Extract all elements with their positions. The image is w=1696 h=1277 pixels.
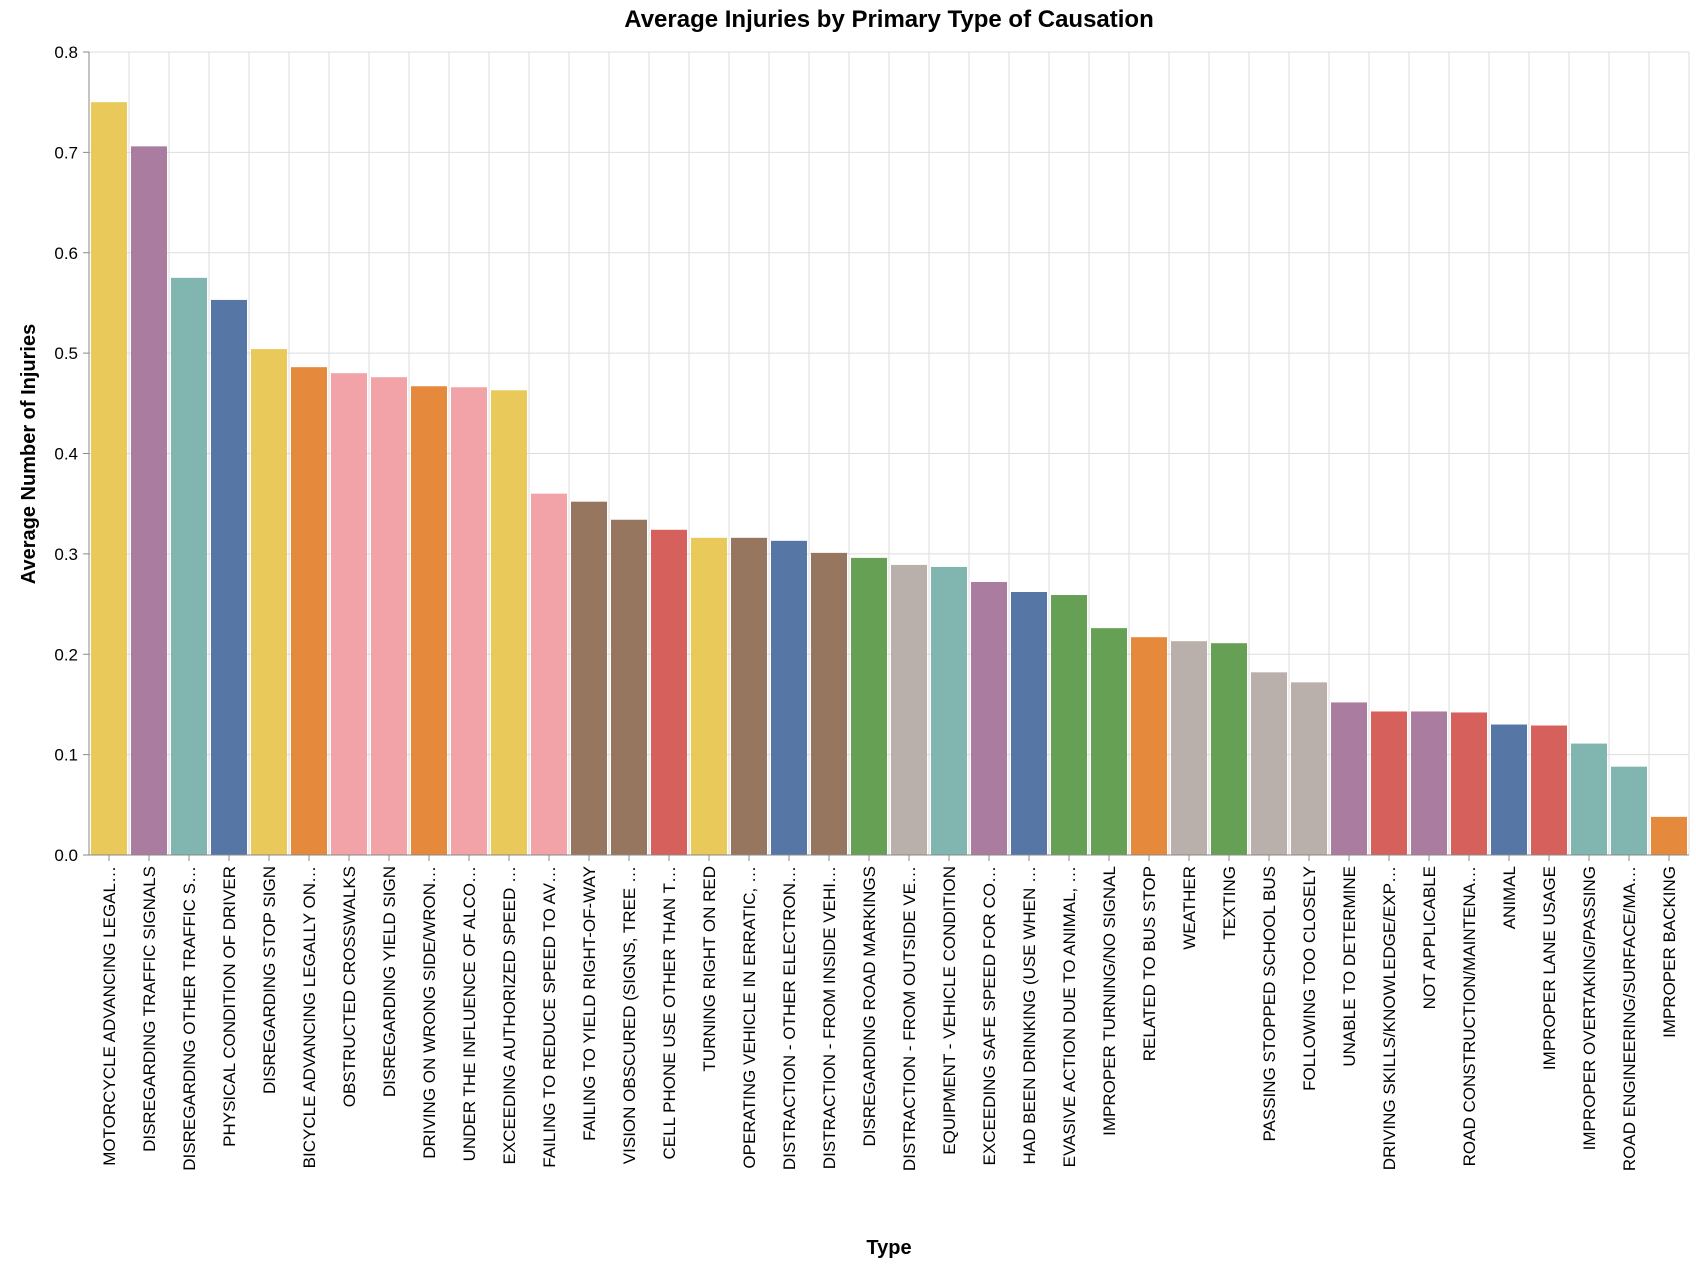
x-tick-label: FAILING TO YIELD RIGHT-OF-WAY — [580, 866, 599, 1141]
y-axis-title: Average Number of Injuries — [18, 324, 40, 584]
y-tick-label: 0.2 — [54, 645, 78, 664]
y-tick-label: 0.7 — [54, 143, 78, 162]
bar[interactable] — [171, 277, 207, 855]
x-tick-label: PASSING STOPPED SCHOOL BUS — [1260, 866, 1279, 1142]
bar[interactable] — [371, 377, 407, 855]
x-tick-label: ROAD CONSTRUCTION/MAINTENA… — [1460, 866, 1479, 1166]
x-tick-label: ANIMAL — [1500, 866, 1519, 929]
x-tick-label: UNDER THE INFLUENCE OF ALCO… — [460, 866, 479, 1161]
y-tick-label: 0.4 — [54, 445, 78, 464]
bar[interactable] — [1371, 711, 1407, 855]
bar[interactable] — [931, 566, 967, 855]
bar[interactable] — [1291, 682, 1327, 855]
bar[interactable] — [971, 581, 1007, 855]
bar[interactable] — [331, 373, 367, 855]
x-tick-label: DISREGARDING OTHER TRAFFIC S… — [180, 866, 199, 1171]
x-tick-label: DRIVING ON WRONG SIDE/WRON… — [420, 866, 439, 1159]
bar[interactable] — [691, 537, 727, 855]
bars — [91, 102, 1687, 856]
bar[interactable] — [1571, 743, 1607, 855]
bar[interactable] — [1651, 816, 1687, 855]
bar[interactable] — [251, 349, 287, 855]
x-tick-label: TURNING RIGHT ON RED — [700, 866, 719, 1072]
y-tick-label: 0.8 — [54, 43, 78, 62]
bar[interactable] — [411, 386, 447, 855]
bar[interactable] — [1331, 702, 1367, 855]
x-tick-label: IMPROPER BACKING — [1660, 866, 1679, 1038]
bar[interactable] — [291, 367, 327, 855]
x-tick-label: UNABLE TO DETERMINE — [1340, 866, 1359, 1067]
chart-title: Average Injuries by Primary Type of Caus… — [624, 6, 1154, 33]
bar[interactable] — [1531, 725, 1567, 855]
x-tick-label: DRIVING SKILLS/KNOWLEDGE/EXP… — [1380, 866, 1399, 1170]
bar[interactable] — [811, 552, 847, 855]
x-tick-label: TEXTING — [1220, 866, 1239, 940]
grid-lines — [89, 51, 1690, 856]
x-tick-label: IMPROPER LANE USAGE — [1540, 866, 1559, 1070]
bar[interactable] — [1451, 712, 1487, 855]
bar[interactable] — [1251, 672, 1287, 855]
y-tick-label: 0.1 — [54, 746, 78, 765]
x-tick-label: NOT APPLICABLE — [1420, 866, 1439, 1009]
bar[interactable] — [531, 493, 567, 855]
x-tick-label: EXCEEDING SAFE SPEED FOR CO… — [980, 866, 999, 1165]
bar[interactable] — [851, 557, 887, 855]
x-tick-label: OBSTRUCTED CROSSWALKS — [340, 866, 359, 1107]
x-axis-title: Type — [866, 1237, 911, 1259]
x-tick-label: DISREGARDING ROAD MARKINGS — [860, 866, 879, 1147]
bar[interactable] — [1491, 724, 1527, 855]
x-tick-label: IMPROPER TURNING/NO SIGNAL — [1100, 866, 1119, 1136]
bar[interactable] — [1171, 641, 1207, 855]
x-tick-label: ROAD ENGINEERING/SURFACE/MA… — [1620, 866, 1639, 1171]
bar[interactable] — [1051, 595, 1087, 855]
bar[interactable] — [891, 564, 927, 855]
y-tick-label: 0.3 — [54, 545, 78, 564]
bar[interactable] — [1411, 711, 1447, 855]
bar[interactable] — [1091, 628, 1127, 855]
y-tick-label: 0.6 — [54, 244, 78, 263]
x-tick-label: FAILING TO REDUCE SPEED TO AV… — [540, 866, 559, 1168]
bar[interactable] — [1011, 592, 1047, 855]
bar[interactable] — [571, 501, 607, 855]
x-tick-label: BICYCLE ADVANCING LEGALLY ON… — [300, 866, 319, 1168]
x-tick-label: IMPROPER OVERTAKING/PASSING — [1580, 866, 1599, 1150]
bar[interactable] — [211, 299, 247, 855]
bar[interactable] — [491, 390, 527, 855]
x-tick-label: PHYSICAL CONDITION OF DRIVER — [220, 866, 239, 1147]
bar[interactable] — [651, 529, 687, 855]
x-tick-label: DISREGARDING YIELD SIGN — [380, 866, 399, 1097]
x-tick-label: DISTRACTION - OTHER ELECTRON… — [780, 866, 799, 1170]
x-tick-label: DISREGARDING TRAFFIC SIGNALS — [140, 866, 159, 1152]
x-tick-label: EQUIPMENT - VEHICLE CONDITION — [940, 866, 959, 1155]
y-tick-label: 0.0 — [54, 846, 78, 865]
x-tick-label: DISREGARDING STOP SIGN — [260, 866, 279, 1094]
x-tick-label: EVASIVE ACTION DUE TO ANIMAL, … — [1060, 866, 1079, 1167]
bar[interactable] — [451, 387, 487, 855]
bar[interactable] — [1611, 766, 1647, 855]
x-tick-label: RELATED TO BUS STOP — [1140, 866, 1159, 1061]
x-tick-label: EXCEEDING AUTHORIZED SPEED … — [500, 866, 519, 1165]
bar[interactable] — [771, 540, 807, 855]
bar[interactable] — [1131, 637, 1167, 855]
bar[interactable] — [731, 537, 767, 855]
axes: 0.0 0.1 0.2 0.3 0.4 0.5 0.6 0.7 0.8 MOTORCYCLE AD… — [54, 43, 1689, 1171]
x-tick-label: DISTRACTION - FROM OUTSIDE VE… — [900, 866, 919, 1171]
x-tick-label: HAD BEEN DRINKING (USE WHEN … — [1020, 866, 1039, 1164]
x-tick-label: DISTRACTION - FROM INSIDE VEHI… — [820, 866, 839, 1169]
bar[interactable] — [1211, 643, 1247, 855]
bar[interactable] — [131, 146, 167, 856]
x-tick-label: VISION OBSCURED (SIGNS, TREE … — [620, 866, 639, 1164]
x-tick-label: WEATHER — [1180, 866, 1199, 950]
x-tick-label: MOTORCYCLE ADVANCING LEGAL… — [100, 866, 119, 1166]
x-tick-label: OPERATING VEHICLE IN ERRATIC, … — [740, 866, 759, 1169]
y-tick-label: 0.5 — [54, 344, 78, 363]
x-tick-label: FOLLOWING TOO CLOSELY — [1300, 866, 1319, 1091]
x-tick-label: CELL PHONE USE OTHER THAN T… — [660, 866, 679, 1159]
bar[interactable] — [91, 102, 127, 855]
bar[interactable] — [611, 519, 647, 855]
